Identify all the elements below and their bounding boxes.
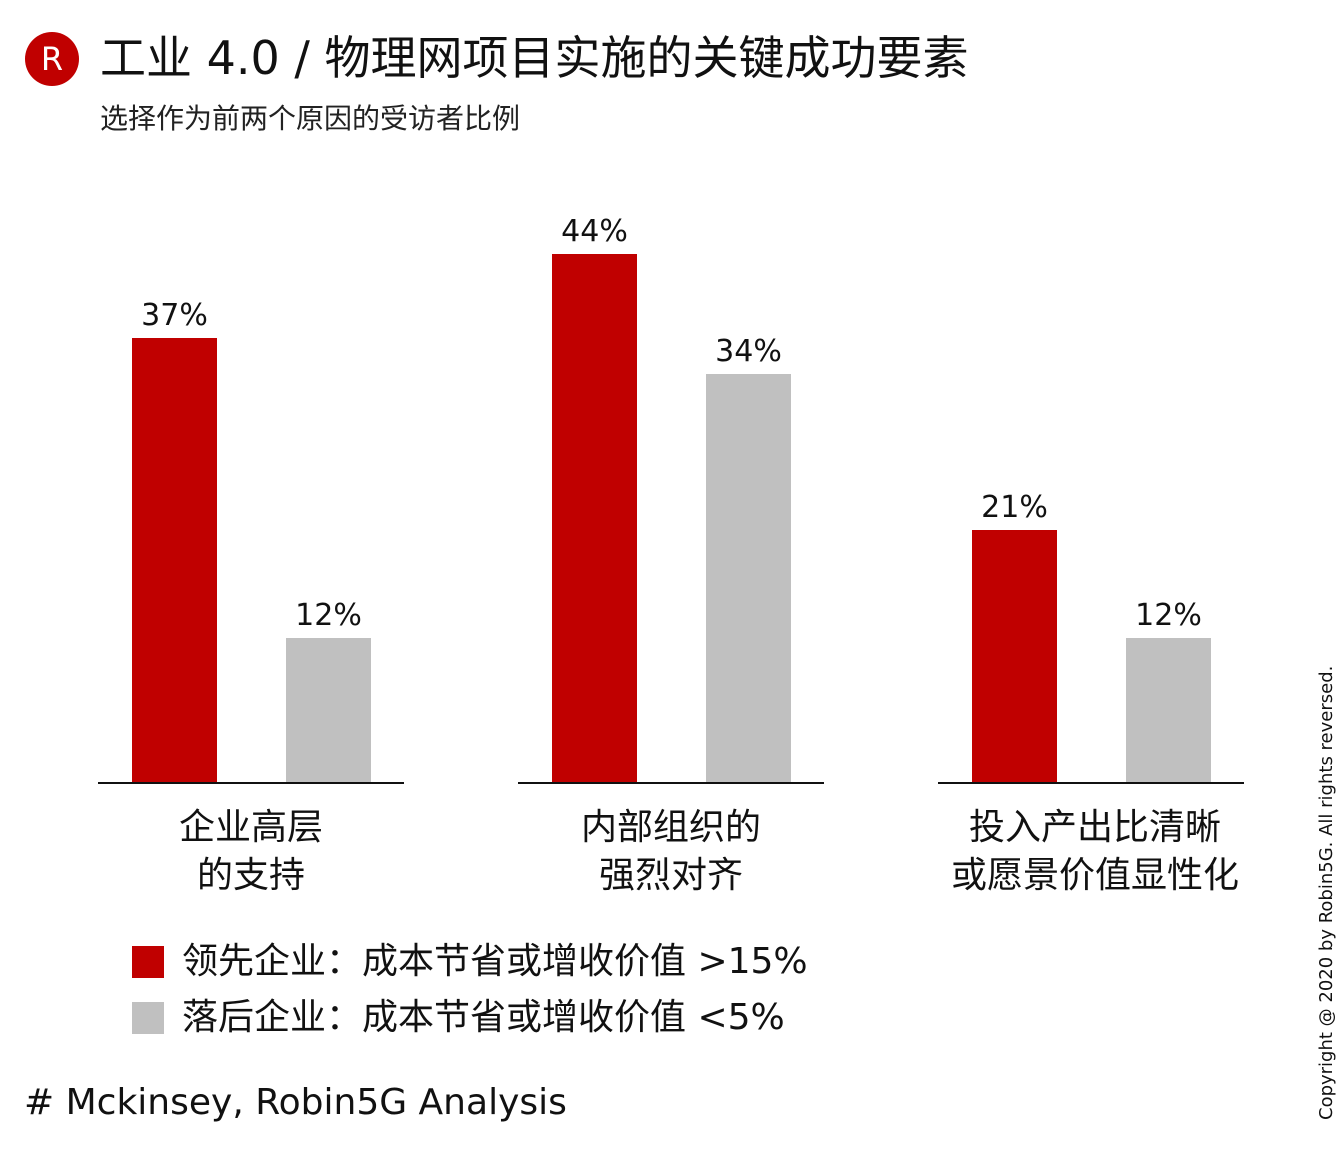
data-label-leading-2: 21% [981, 490, 1048, 525]
data-label-leading-1: 44% [561, 214, 628, 249]
bar-lagging-1 [706, 374, 791, 782]
bar-leading-1 [552, 254, 637, 782]
category-label-1: 内部组织的 强烈对齐 [471, 804, 871, 900]
bar-lagging-2 [1126, 638, 1211, 782]
chart-subtitle: 选择作为前两个原因的受访者比例 [100, 102, 521, 135]
bar-chart: 37% 12% 44% 34% 21% 12% [98, 214, 1244, 784]
legend-swatch-lagging [132, 1002, 164, 1034]
data-label-lagging-1: 34% [715, 334, 782, 369]
category-label-line: 投入产出比清晰 [968, 807, 1221, 848]
category-label-0: 企业高层 的支持 [51, 804, 451, 900]
legend-swatch-leading [132, 946, 164, 978]
category-label-2: 投入产出比清晰 或愿景价值显性化 [895, 804, 1295, 900]
data-label-lagging-0: 12% [295, 598, 362, 633]
brand-logo: R [25, 32, 79, 86]
bar-leading-2 [972, 530, 1057, 782]
bar-leading-0 [132, 338, 217, 782]
data-label-leading-0: 37% [141, 298, 208, 333]
source-note: # Mckinsey, Robin5G Analysis [24, 1082, 567, 1123]
legend-label-leading: 领先企业：成本节省或增收价值 >15% [182, 941, 808, 982]
category-label-line: 或愿景价值显性化 [950, 855, 1239, 896]
category-label-line: 企业高层 [178, 807, 323, 848]
data-label-lagging-2: 12% [1135, 598, 1202, 633]
copyright-note: Copyright @ 2020 by Robin5G. All rights … [1316, 665, 1337, 1120]
category-label-line: 强烈对齐 [598, 855, 743, 896]
legend-label-lagging: 落后企业：成本节省或增收价值 <5% [182, 997, 785, 1038]
category-label-line: 内部组织的 [580, 807, 761, 848]
bar-lagging-0 [286, 638, 371, 782]
category-label-line: 的支持 [196, 855, 305, 896]
chart-title: 工业 4.0 / 物理网项目实施的关键成功要素 [100, 31, 969, 85]
